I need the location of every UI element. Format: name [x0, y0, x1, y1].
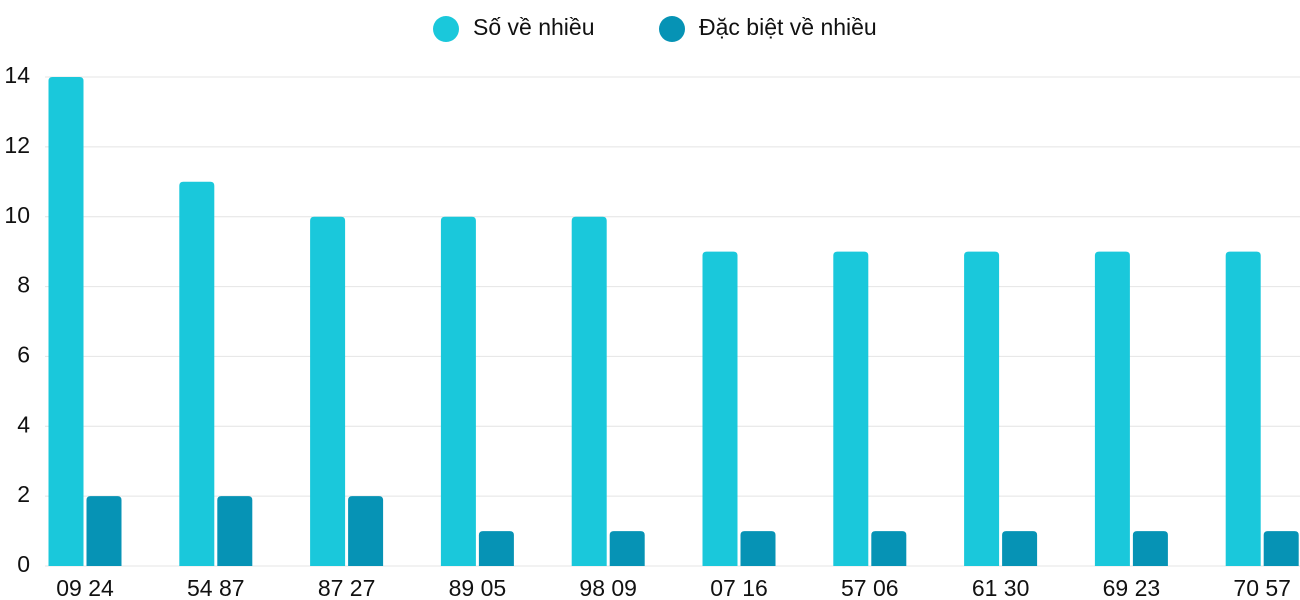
x-tick-label: 98 09 — [579, 575, 637, 600]
x-tick-label: 57 06 — [841, 575, 899, 600]
bar — [348, 496, 384, 566]
bar — [86, 496, 122, 566]
bar — [179, 181, 215, 567]
bar — [1132, 531, 1168, 566]
bar — [440, 216, 476, 566]
bar — [609, 531, 645, 566]
bar — [1002, 531, 1038, 566]
bar — [478, 531, 514, 566]
y-tick-label: 2 — [17, 481, 30, 507]
x-tick-label: 54 87 — [187, 575, 245, 600]
bar — [48, 77, 84, 566]
bar — [964, 251, 1000, 566]
y-tick-label: 0 — [17, 551, 30, 577]
bar — [1263, 531, 1299, 566]
bar — [702, 251, 738, 566]
x-tick-label: 61 30 — [972, 575, 1030, 600]
bar — [740, 531, 776, 566]
y-tick-label: 10 — [4, 202, 30, 228]
x-tick-label: 87 27 — [318, 575, 376, 600]
x-tick-label: 07 16 — [710, 575, 768, 600]
legend-marker — [433, 16, 459, 42]
bar — [217, 496, 253, 566]
x-tick-label: 09 24 — [56, 575, 114, 600]
y-tick-label: 14 — [4, 62, 30, 88]
y-tick-label: 6 — [17, 342, 30, 368]
bar — [310, 216, 346, 566]
bar — [871, 531, 907, 566]
legend-label: Đặc biệt về nhiều — [699, 14, 877, 40]
bar — [1225, 251, 1261, 566]
x-tick-label: 89 05 — [449, 575, 507, 600]
x-tick-label: 69 23 — [1103, 575, 1161, 600]
legend-marker — [659, 16, 685, 42]
legend-label: Số về nhiều — [473, 14, 594, 40]
bar — [1094, 251, 1130, 566]
y-tick-label: 8 — [17, 272, 30, 298]
bar — [571, 216, 607, 566]
y-tick-label: 4 — [17, 411, 30, 437]
bar — [833, 251, 869, 566]
x-tick-label: 70 57 — [1233, 575, 1291, 600]
y-tick-label: 12 — [4, 132, 30, 158]
